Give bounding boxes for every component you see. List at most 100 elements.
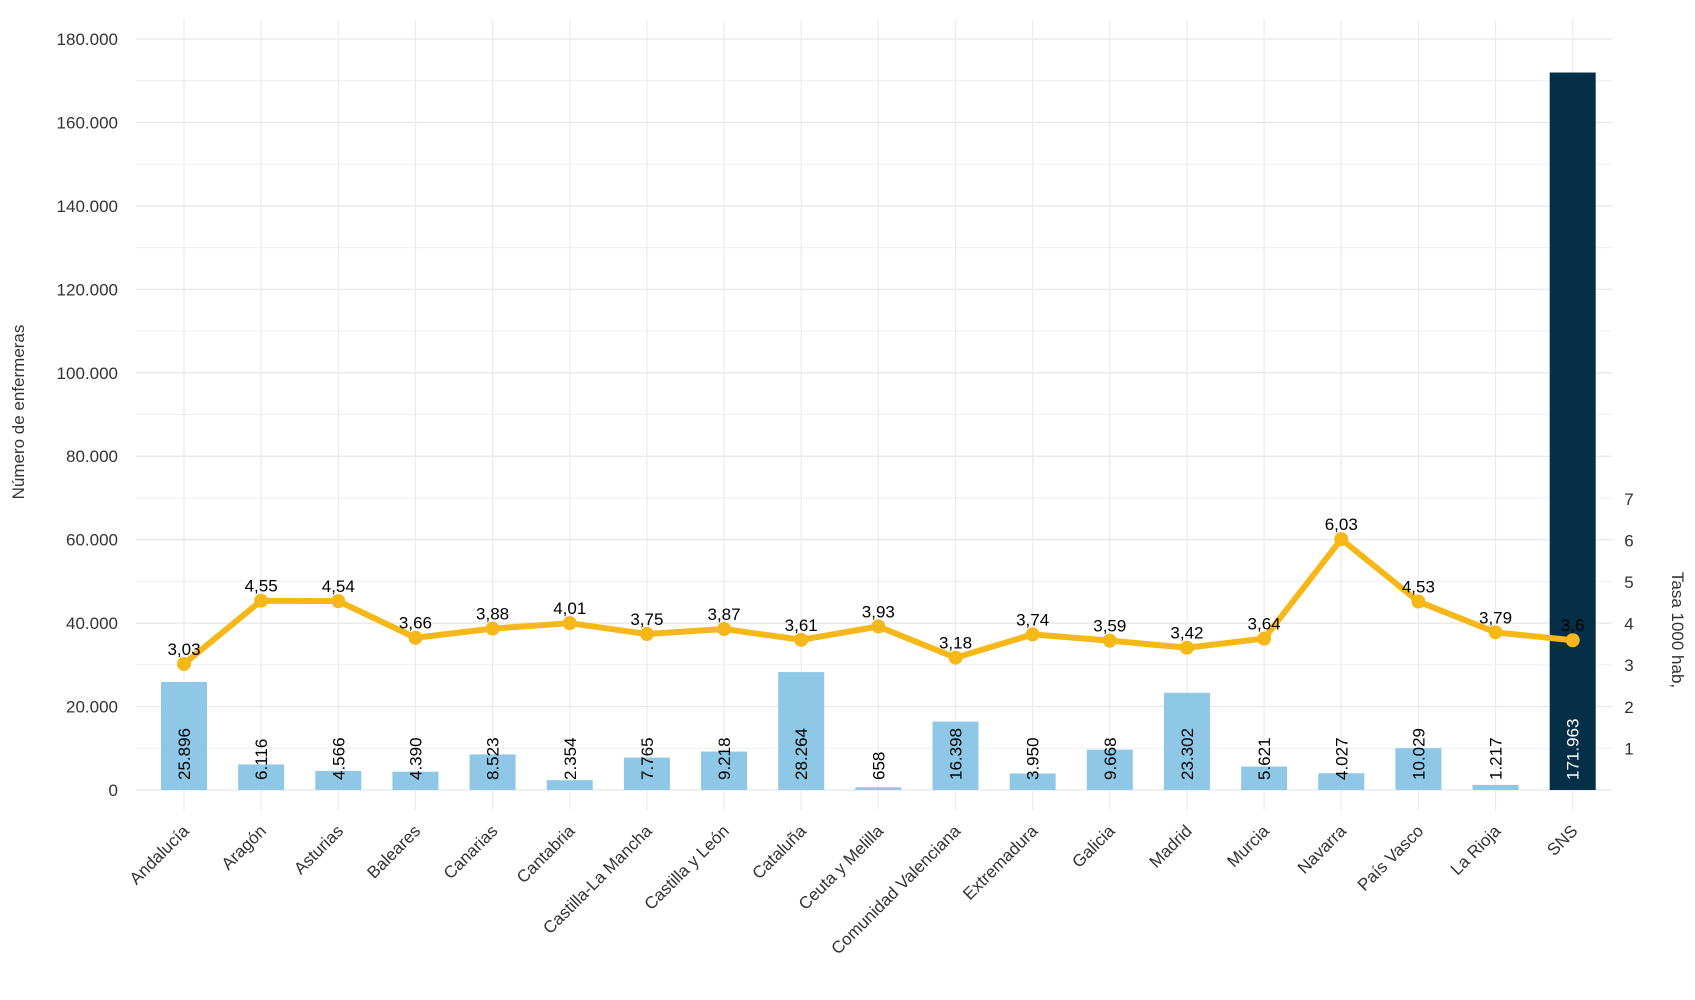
category-label: Cantabria (513, 821, 579, 887)
bar-value-label: 658 (869, 752, 888, 780)
category-label: Murcia (1223, 821, 1273, 871)
bar (469, 754, 516, 790)
left-axis: 0 20.000 40.000 60.000 80.000 100.000 120.000 1… (57, 30, 118, 800)
bar-value-label: 1.217 (1487, 737, 1506, 780)
bar-value-label: 28.264 (792, 728, 811, 780)
y2-axis-title: Tasa 1000 hab, (1668, 572, 1687, 688)
rate-point (948, 650, 963, 665)
y-tick-label: 0 (109, 781, 118, 800)
bar-value-label: 2.354 (561, 737, 580, 780)
bar (623, 757, 670, 790)
y2-tick-label: 7 (1624, 490, 1633, 509)
bar-value-label: 3.950 (1024, 737, 1043, 780)
bar (1009, 773, 1056, 790)
bar-value-label: 4.390 (406, 737, 425, 780)
category-label: La Rioja (1447, 821, 1505, 879)
bar-value-label: 6.116 (252, 739, 271, 780)
category-label: Cataluña (748, 821, 810, 883)
rate-point (1102, 633, 1117, 648)
rate-point (1565, 633, 1580, 648)
bar (1163, 692, 1210, 790)
rate-value-label: 3,42 (1170, 624, 1203, 643)
rate-point (1179, 640, 1194, 655)
grid (136, 20, 1612, 810)
bar (546, 780, 593, 790)
rate-value-label: 4,55 (245, 577, 278, 596)
y-axis-title: Número de enfermeras (9, 325, 28, 500)
category-label: Navarra (1294, 821, 1351, 878)
bar-labels: 25.896 6.116 4.566 4.390 8.523 2.354 7.765 9.21… (175, 719, 1583, 780)
bar (1241, 766, 1288, 790)
bar-value-label: 5.621 (1255, 737, 1274, 780)
rate-value-label: 4,53 (1402, 578, 1435, 597)
bar-value-label: 4.566 (329, 737, 348, 780)
category-label: Andalucía (126, 821, 193, 888)
bar (1318, 773, 1365, 790)
rate-value-label: 3,61 (785, 616, 818, 635)
category-label: Comunidad Valenciana (827, 821, 964, 958)
rate-series: 3,03 4,55 4,54 3,66 3,88 4,01 3,75 3,87 3,61 3,93… (167, 515, 1585, 671)
bar-value-label: 171.963 (1564, 719, 1583, 780)
bar-value-label: 23.302 (1178, 728, 1197, 780)
rate-point (1257, 631, 1272, 646)
rate-value-label: 3,93 (862, 603, 895, 622)
category-label: Aragón (218, 821, 270, 873)
bar (1086, 749, 1133, 790)
rate-point (1488, 625, 1503, 640)
rate-value-label: 3,64 (1248, 615, 1281, 634)
bar (1472, 784, 1519, 790)
bar (161, 681, 207, 790)
bar (1549, 72, 1596, 790)
rate-point (562, 616, 577, 631)
rate-value-label: 3,59 (1093, 617, 1126, 636)
rate-value-label: 3,18 (939, 634, 972, 653)
rate-point (871, 619, 886, 634)
rate-point (177, 656, 191, 671)
bar (392, 771, 439, 790)
rate-point (1334, 532, 1349, 547)
bar-value-label: 9.668 (1101, 737, 1120, 780)
bar-value-label: 25.896 (175, 728, 194, 780)
y-tick-label: 40.000 (66, 614, 118, 633)
y-tick-label: 100.000 (57, 364, 118, 383)
category-label: Asturias (290, 821, 347, 878)
bar-value-label: 10.029 (1409, 728, 1428, 780)
rate-value-label: 3,88 (476, 605, 509, 624)
y-tick-label: 20.000 (66, 698, 118, 717)
rate-value-label: 3,6 (1561, 616, 1585, 635)
y2-tick-label: 2 (1624, 698, 1633, 717)
rate-point (639, 627, 654, 641)
category-axis: Andalucía Aragón Asturias Baleares Canarias C… (126, 821, 1582, 958)
rate-value-label: 4,01 (553, 599, 586, 618)
category-label: Baleares (363, 821, 424, 882)
rate-point (1411, 594, 1426, 609)
rate-point (408, 630, 423, 645)
bar (1395, 748, 1442, 790)
category-label: SNS (1543, 821, 1581, 859)
right-axis: 1 2 3 4 5 6 7 (1624, 490, 1633, 759)
rate-value-label: 3,74 (1016, 610, 1049, 629)
category-label: Canarias (440, 821, 502, 883)
bar (315, 770, 362, 790)
bar (701, 751, 748, 790)
bar-value-label: 9.218 (715, 737, 734, 780)
rate-point (794, 632, 809, 647)
bar-value-label: 4.027 (1332, 737, 1351, 780)
y2-tick-label: 3 (1624, 656, 1633, 675)
y-tick-label: 140.000 (57, 197, 118, 216)
category-label: País Vasco (1354, 821, 1427, 894)
bar-series (161, 72, 1596, 790)
y2-tick-label: 6 (1624, 531, 1633, 550)
rate-point (331, 594, 346, 609)
rate-value-label: 3,87 (708, 605, 741, 624)
y-tick-label: 160.000 (57, 113, 118, 132)
category-label: Galicia (1068, 821, 1119, 872)
bar (778, 672, 825, 790)
y2-tick-label: 1 (1624, 739, 1633, 758)
rate-value-label: 6,03 (1325, 515, 1358, 534)
rate-point (1025, 627, 1040, 642)
y-tick-label: 80.000 (66, 447, 118, 466)
y2-tick-label: 5 (1624, 573, 1633, 592)
bar (932, 721, 979, 790)
